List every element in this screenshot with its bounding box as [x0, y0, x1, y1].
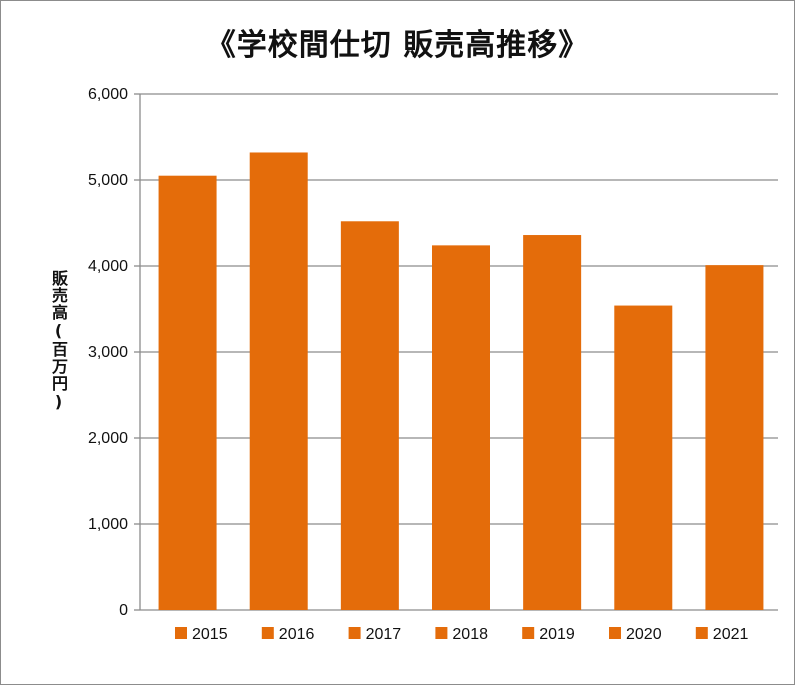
legend-swatch: [609, 627, 621, 639]
bar-2020: [614, 305, 673, 610]
legend-label: 2015: [192, 626, 228, 643]
y-tick-label: 5,000: [88, 172, 128, 189]
y-tick-label: 4,000: [88, 258, 128, 275]
bar-2016: [249, 152, 308, 611]
legend-swatch: [261, 627, 274, 639]
legend-label: 2018: [452, 626, 488, 643]
legend-swatch: [435, 627, 448, 639]
chart-title: 《学校間仕切 販売高推移》: [205, 28, 590, 63]
bar-2017: [340, 221, 399, 610]
bar-2021: [705, 265, 764, 610]
legend-label: 2016: [279, 626, 315, 643]
bars: [158, 152, 764, 611]
legend-label: 2019: [539, 626, 575, 643]
bar-2019: [523, 235, 582, 611]
y-tick-label: 1,000: [88, 516, 128, 533]
legend-swatch: [175, 627, 187, 639]
y-tick-label: 2,000: [88, 430, 128, 447]
legend-swatch: [695, 627, 708, 639]
legend: 2015 2016 2017 2018 2019 2020 2021: [175, 626, 748, 643]
bar-2018: [432, 245, 490, 611]
legend-label: 2021: [713, 626, 749, 643]
legend-label: 2017: [366, 626, 402, 643]
y-tick-label: 6,000: [88, 86, 128, 103]
y-tick-label: 0: [119, 602, 128, 619]
y-tick-label: 3,000: [88, 344, 128, 361]
legend-swatch: [348, 627, 361, 639]
y-tick-labels: 0 1,000 2,000 3,000 4,000 5,000 6,000: [88, 86, 128, 619]
y-axis-label: 販売高(百万円): [49, 270, 68, 412]
legend-label: 2020: [626, 626, 662, 643]
bar-2015: [158, 175, 217, 610]
legend-swatch: [522, 627, 535, 639]
